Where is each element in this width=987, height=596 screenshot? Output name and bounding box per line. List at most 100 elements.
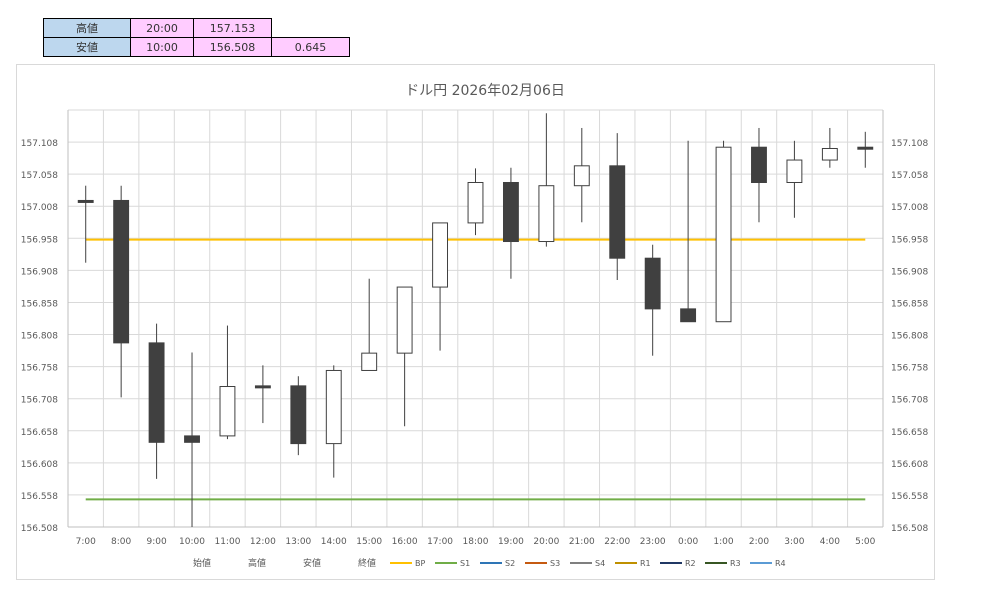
x-tick-label: 10:00 [179,537,205,547]
x-tick-label: 4:00 [820,537,840,547]
candle-body [786,159,803,183]
summary-label: 安値 [43,37,131,57]
y-tick-label: 156.608 [21,460,58,470]
candle-body [254,385,271,389]
summary-value: 156.508 [193,37,272,57]
candle-body [184,435,200,443]
y-tick-label: 156.958 [891,235,928,245]
x-tick-label: 22:00 [604,537,630,547]
candle-body [857,146,874,150]
y-tick-label: 157.108 [21,139,58,149]
candle-body [219,386,236,437]
legend-entry: S2 [505,559,515,568]
legend-entry: R4 [775,559,786,568]
candle-body [573,165,590,187]
candle-body [680,308,697,323]
y-axis-right: 156.508 156.558 156.608 156.658 156.708 156.7… [891,139,928,534]
y-tick-label: 156.658 [891,428,928,438]
y-tick-label: 156.558 [891,492,928,502]
candle-body [538,185,555,243]
x-tick-label: 11:00 [214,537,240,547]
x-tick-label: 7:00 [76,537,96,547]
candle-body [148,342,165,443]
y-tick-label: 156.508 [21,524,58,534]
y-tick-label: 156.958 [21,235,58,245]
legend-entry: 高値 [248,557,266,569]
candle-body [361,352,378,371]
candlestick-chart: ドル円 2026年02月06日 156.508 156.558 156.608 156… [21,83,929,569]
y-tick-label: 156.758 [21,364,58,374]
y-tick-label: 156.858 [21,299,58,309]
candle-body [467,181,484,224]
x-tick-label: 9:00 [146,537,166,547]
legend-entry: R2 [685,559,696,568]
chart-title: ドル円 2026年02月06日 [405,83,565,99]
candle-body [325,369,342,445]
grid-lines [67,109,884,528]
summary-time: 10:00 [130,37,194,57]
candle-body [396,286,413,354]
legend-entry: 始値 [193,557,211,569]
legend-entry: S3 [550,559,560,568]
x-tick-label: 8:00 [111,537,131,547]
x-tick-label: 2:00 [749,537,769,547]
legend-entry: BP [415,559,425,568]
candle-body [644,257,661,310]
legend-entry: 安値 [303,557,321,569]
level-lines [85,238,866,501]
x-tick-label: 12:00 [250,537,276,547]
legend-entry: 終値 [358,557,376,569]
y-tick-label: 156.858 [891,299,928,309]
legend-entry: R3 [730,559,741,568]
legend-entry: S4 [595,559,605,568]
y-tick-label: 156.908 [21,267,58,277]
candle-body [502,181,519,243]
summary-table: 高値 20:00 157.153 安値 10:00 156.508 0.645 [43,18,350,57]
summary-row-high: 高値 20:00 157.153 [43,18,350,38]
candle-body [821,147,838,161]
y-tick-label: 156.758 [891,364,928,374]
y-axis-left: 156.508 156.558 156.608 156.658 156.708 156.7… [21,139,58,534]
candle-body [609,165,626,259]
x-tick-label: 15:00 [356,537,382,547]
x-tick-label: 17:00 [427,537,453,547]
y-tick-label: 157.008 [21,203,58,213]
y-tick-label: 156.658 [21,428,58,438]
x-tick-label: 21:00 [569,537,595,547]
x-tick-label: 3:00 [784,537,804,547]
x-tick-label: 0:00 [678,537,698,547]
y-tick-label: 157.108 [891,139,928,149]
y-tick-label: 156.558 [21,492,58,502]
candle-body [432,222,449,288]
x-tick-label: 20:00 [533,537,559,547]
candle-body [715,146,732,323]
candle-body [751,146,767,183]
y-tick-label: 156.908 [891,267,928,277]
summary-label: 高値 [43,18,131,38]
y-tick-label: 157.058 [21,171,58,181]
candle-body [77,199,94,203]
legend-entry: S1 [460,559,470,568]
candle-body [290,385,307,445]
x-tick-label: 19:00 [498,537,524,547]
summary-time: 20:00 [130,18,194,38]
x-tick-label: 1:00 [713,537,733,547]
x-tick-label: 13:00 [285,537,311,547]
candles [77,113,874,527]
candle-body [113,199,130,344]
summary-row-low: 安値 10:00 156.508 0.645 [43,37,350,57]
x-axis: 7:00 8:00 9:00 10:00 11:00 12:00 13:00 14:00 15:… [76,537,876,547]
summary-range: 0.645 [271,37,350,57]
chart-area: ドル円 2026年02月06日 156.508 156.558 156.608 156… [16,64,935,580]
y-tick-label: 157.008 [891,203,928,213]
y-tick-label: 156.708 [891,396,928,406]
y-tick-label: 156.808 [21,332,58,342]
x-tick-label: 23:00 [640,537,666,547]
x-tick-label: 18:00 [463,537,489,547]
summary-value: 157.153 [193,18,272,38]
legend-entry: R1 [640,559,651,568]
y-tick-label: 156.808 [891,332,928,342]
legend: 始値 高値 安値 終値 BP S1 S2 S3 S4 R1 R2 R3 R4 [193,557,786,569]
x-tick-label: 5:00 [855,537,875,547]
x-tick-label: 16:00 [392,537,418,547]
